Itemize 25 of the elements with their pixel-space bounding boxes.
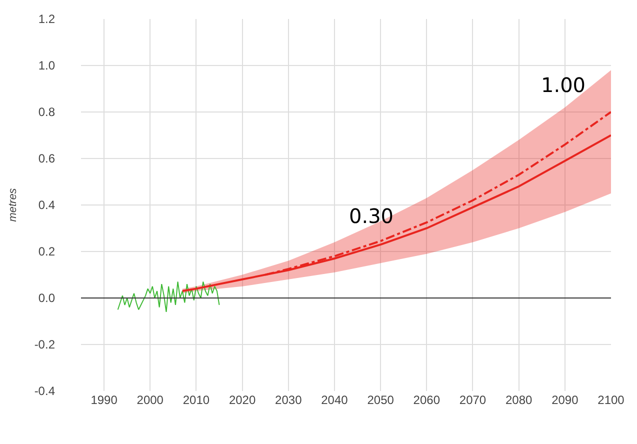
x-tick-label: 2020: [228, 393, 256, 407]
x-tick-label: 2030: [275, 393, 302, 407]
annotation: 0.30: [349, 204, 394, 228]
y-axis-title: metres: [6, 188, 19, 222]
y-tick-label: 0.4: [38, 198, 56, 212]
x-tick-label: 2100: [598, 393, 625, 407]
x-tick-label: 2050: [367, 393, 394, 407]
x-tick-label: 2080: [505, 393, 532, 407]
y-tick-label: -0.4: [34, 384, 56, 398]
x-tick-label: 1990: [90, 393, 118, 407]
annotation: 1.00: [541, 73, 586, 97]
x-tick-label: 2060: [413, 393, 440, 407]
x-tick-label: 2010: [182, 393, 210, 407]
y-tick-label: 0.8: [38, 105, 56, 120]
x-tick-label: 2000: [136, 393, 164, 407]
y-tick-label: 1.0: [38, 58, 56, 73]
line-series: [117, 281, 220, 312]
y-tick-label: -0.2: [34, 338, 56, 352]
y-tick-label: 0.6: [38, 152, 56, 166]
y-tick-label: 0.2: [38, 244, 56, 259]
x-tick-label: 2040: [321, 393, 348, 407]
x-tick-label: 2090: [552, 393, 579, 407]
y-tick-label: 1.2: [38, 12, 56, 26]
x-tick-label: 2070: [459, 393, 486, 407]
y-tick-label: 0.0: [38, 291, 56, 306]
